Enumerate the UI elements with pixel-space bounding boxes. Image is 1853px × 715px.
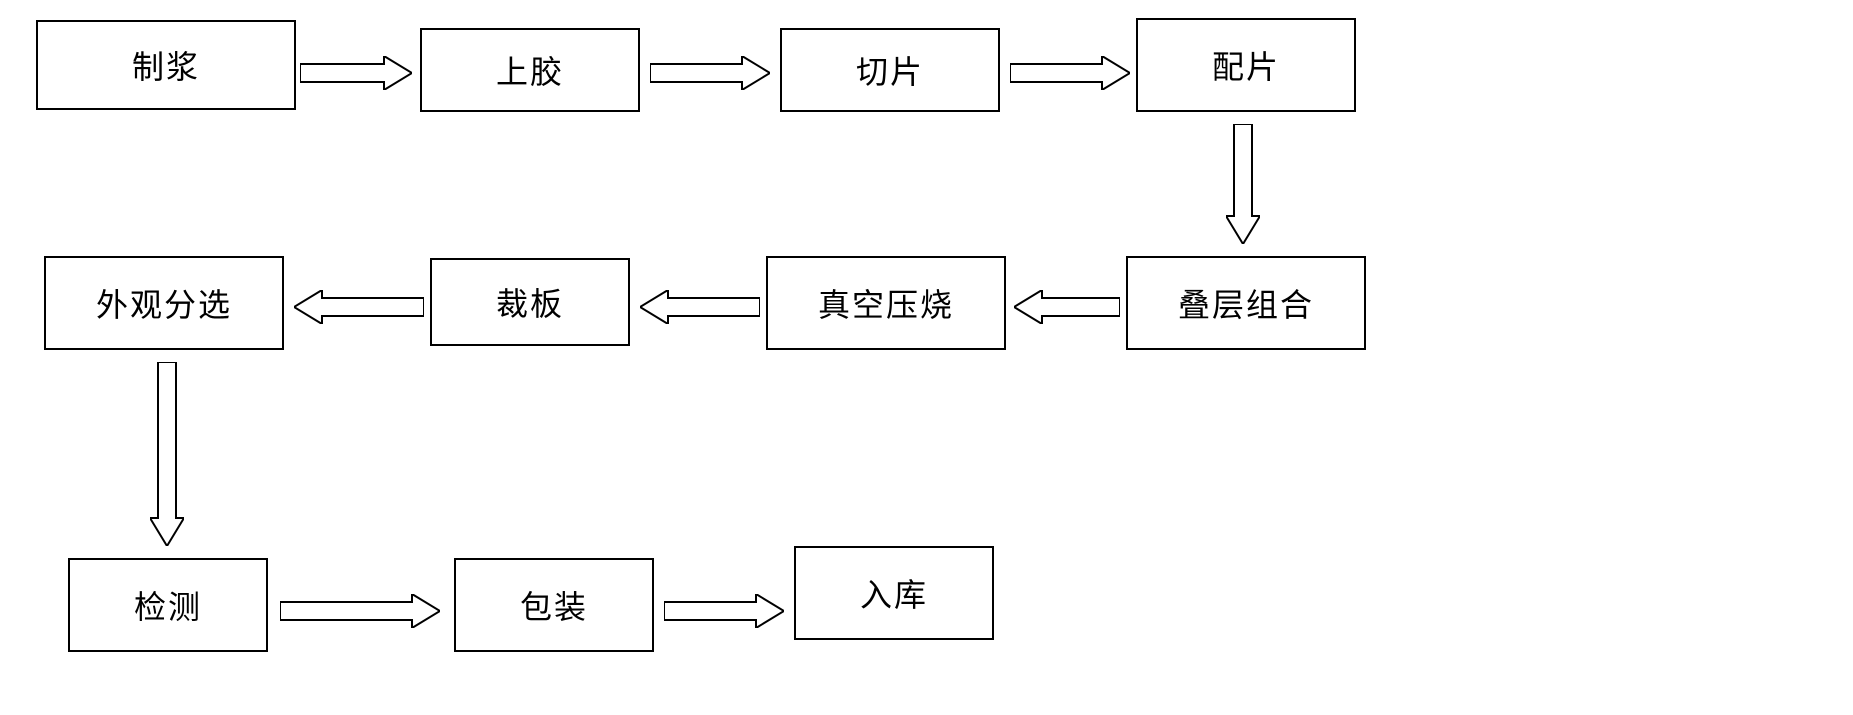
flow-arrow-n9-n10 [280, 594, 440, 628]
arrow-icon [1014, 290, 1120, 324]
flow-arrow-n1-n2 [300, 56, 412, 90]
flow-arrow-n7-n8 [294, 290, 424, 324]
arrow-icon [1226, 124, 1260, 244]
flow-arrow-n5-n6 [1014, 290, 1120, 324]
flow-node-n5: 叠层组合 [1126, 256, 1366, 350]
flow-node-n1: 制浆 [36, 20, 296, 110]
flow-node-label: 切片 [856, 47, 924, 93]
flow-arrow-n3-n4 [1010, 56, 1130, 90]
flow-node-label: 配片 [1212, 42, 1280, 88]
arrow-icon [1010, 56, 1130, 90]
flow-node-n3: 切片 [780, 28, 1000, 112]
flow-node-n4: 配片 [1136, 18, 1356, 112]
flow-arrow-n6-n7 [640, 290, 760, 324]
arrow-icon [640, 290, 760, 324]
flow-node-label: 叠层组合 [1178, 280, 1314, 326]
flow-arrow-n4-n5 [1226, 124, 1260, 244]
flow-node-label: 入库 [860, 570, 928, 616]
flow-node-label: 制浆 [132, 42, 200, 88]
flow-node-n11: 入库 [794, 546, 994, 640]
flow-node-n6: 真空压烧 [766, 256, 1006, 350]
flow-arrow-n10-n11 [664, 594, 784, 628]
arrow-icon [664, 594, 784, 628]
arrow-icon [300, 56, 412, 90]
flow-node-label: 包装 [520, 582, 588, 628]
flow-node-label: 裁板 [496, 279, 564, 325]
flow-node-n9: 检测 [68, 558, 268, 652]
flow-arrow-n8-n9 [150, 362, 184, 546]
flow-node-n7: 裁板 [430, 258, 630, 346]
flow-node-label: 外观分选 [96, 280, 232, 326]
arrow-icon [150, 362, 184, 546]
flow-arrow-n2-n3 [650, 56, 770, 90]
flowchart-canvas: 制浆 上胶 切片 配片叠层组合 真空压烧 裁板 外观分选检测 包装 入库 [0, 0, 1853, 715]
arrow-icon [280, 594, 440, 628]
arrow-icon [650, 56, 770, 90]
flow-node-n10: 包装 [454, 558, 654, 652]
flow-node-label: 上胶 [496, 47, 564, 93]
flow-node-n2: 上胶 [420, 28, 640, 112]
arrow-icon [294, 290, 424, 324]
flow-node-n8: 外观分选 [44, 256, 284, 350]
flow-node-label: 检测 [134, 582, 202, 628]
flow-node-label: 真空压烧 [818, 280, 954, 326]
